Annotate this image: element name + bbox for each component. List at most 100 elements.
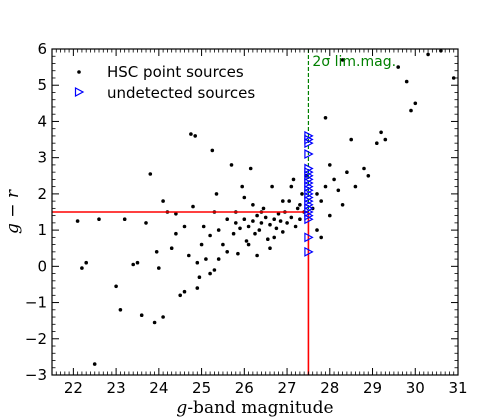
legend-marker-dot bbox=[77, 70, 81, 74]
hsc-point bbox=[315, 192, 319, 196]
y-tick-label: −1 bbox=[25, 294, 47, 312]
hsc-point bbox=[328, 163, 332, 167]
hsc-point bbox=[366, 174, 371, 178]
hsc-point bbox=[323, 116, 328, 120]
hsc-point bbox=[298, 203, 302, 207]
hsc-point bbox=[272, 217, 277, 221]
hsc-point bbox=[135, 260, 140, 265]
hsc-point bbox=[315, 228, 319, 232]
legend-label-hsc: HSC point sources bbox=[107, 63, 244, 81]
hsc-point bbox=[193, 134, 197, 138]
hsc-point bbox=[375, 141, 379, 145]
y-tick-label: −3 bbox=[25, 366, 47, 384]
hsc-point bbox=[319, 199, 324, 203]
y-tick-label: 5 bbox=[37, 76, 47, 94]
y-axis-title: g − r bbox=[3, 189, 23, 234]
hsc-point bbox=[336, 188, 341, 193]
x-axis-title-rest: -band magnitude bbox=[187, 398, 333, 418]
annotation-rest: lim.mag. bbox=[330, 54, 396, 70]
hsc-point bbox=[84, 260, 88, 265]
hsc-point bbox=[323, 184, 328, 189]
hsc-point bbox=[242, 195, 247, 200]
hsc-point bbox=[404, 79, 409, 84]
hsc-point bbox=[144, 221, 148, 225]
hsc-point bbox=[189, 132, 193, 136]
hsc-point bbox=[268, 246, 272, 250]
hsc-point bbox=[139, 313, 144, 318]
hsc-point bbox=[285, 221, 289, 225]
hsc-point bbox=[340, 58, 345, 62]
x-tick-label: 31 bbox=[448, 379, 467, 397]
hsc-point bbox=[204, 257, 208, 261]
undetected-point bbox=[304, 138, 314, 149]
hsc-point bbox=[353, 184, 358, 189]
hsc-point bbox=[295, 206, 300, 211]
hsc-point bbox=[246, 224, 251, 229]
hsc-point bbox=[210, 148, 215, 153]
x-tick-label: 24 bbox=[149, 379, 168, 397]
hsc-point bbox=[240, 184, 244, 189]
hsc-point bbox=[244, 239, 249, 243]
hsc-point bbox=[225, 217, 229, 221]
hsc-point bbox=[114, 284, 118, 289]
hsc-point bbox=[291, 177, 296, 182]
hsc-point bbox=[266, 237, 270, 241]
annotation-sigma: 2σ bbox=[312, 54, 330, 70]
hsc-point bbox=[234, 221, 238, 225]
hsc-point bbox=[242, 217, 247, 221]
hsc-point bbox=[268, 222, 272, 227]
hsc-point bbox=[246, 242, 251, 247]
hsc-point bbox=[208, 271, 212, 276]
hsc-point bbox=[451, 76, 456, 80]
hsc-point bbox=[208, 233, 212, 238]
hsc-point bbox=[345, 170, 349, 174]
hsc-point bbox=[298, 217, 302, 221]
hsc-point bbox=[214, 192, 219, 196]
hsc-point bbox=[154, 250, 159, 254]
undetected-point bbox=[304, 246, 314, 257]
hsc-point bbox=[300, 192, 304, 196]
hsc-point bbox=[272, 235, 277, 240]
hsc-point bbox=[253, 231, 257, 236]
hsc-point bbox=[274, 226, 279, 231]
hsc-point bbox=[231, 231, 236, 236]
x-tick-label: 28 bbox=[320, 379, 339, 397]
hsc-point bbox=[409, 108, 413, 113]
hsc-point bbox=[216, 228, 221, 232]
hsc-point bbox=[238, 226, 242, 231]
plot-frame bbox=[51, 48, 459, 376]
x-tick-label: 25 bbox=[192, 379, 211, 397]
hsc-point bbox=[257, 228, 262, 232]
hsc-point bbox=[328, 213, 332, 218]
hsc-point bbox=[182, 224, 187, 229]
hsc-point bbox=[169, 246, 174, 250]
x-axis-title-italic: g bbox=[176, 398, 187, 418]
plot-area bbox=[52, 49, 456, 375]
y-axis-title-g: g bbox=[3, 223, 23, 234]
x-axis-title: g-band magnitude bbox=[176, 398, 333, 418]
hsc-point bbox=[174, 231, 178, 236]
hsc-point bbox=[263, 215, 268, 220]
hsc-point bbox=[287, 199, 292, 203]
hsc-point bbox=[259, 221, 264, 225]
hsc-point bbox=[199, 242, 204, 247]
hsc-point bbox=[92, 362, 97, 366]
y-tick-label: 4 bbox=[37, 112, 47, 130]
hsc-point bbox=[379, 130, 383, 135]
y-tick-label: 2 bbox=[37, 185, 47, 203]
hsc-point bbox=[413, 101, 418, 106]
hsc-point bbox=[281, 199, 285, 203]
hsc-point bbox=[216, 257, 221, 261]
y-axis-title-minus: − bbox=[3, 198, 23, 223]
hsc-point bbox=[383, 137, 388, 142]
x-tick-label: 27 bbox=[278, 379, 297, 397]
hsc-point bbox=[270, 184, 274, 189]
hsc-point bbox=[261, 206, 266, 211]
hsc-point bbox=[396, 65, 401, 69]
hsc-point bbox=[340, 203, 345, 207]
y-tick-label: 1 bbox=[37, 221, 47, 239]
hsc-point bbox=[187, 253, 191, 258]
legend-label-undetected: undetected sources bbox=[107, 84, 255, 102]
